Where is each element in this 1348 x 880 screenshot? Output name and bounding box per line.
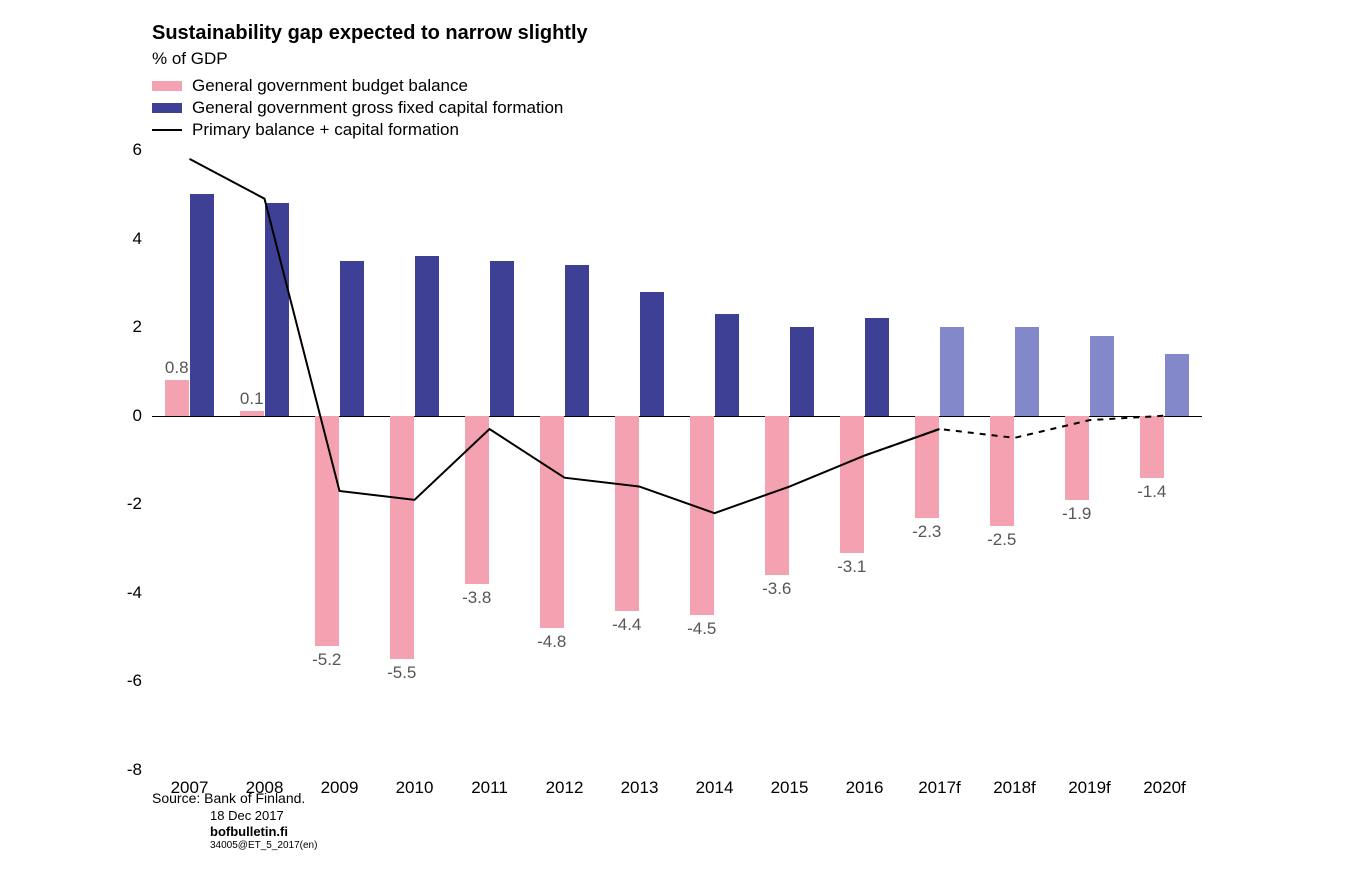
bar-capital_formation xyxy=(415,256,439,415)
x-tick-label: 2016 xyxy=(827,778,902,798)
zero-line xyxy=(152,416,1202,417)
legend-item-primary-balance: Primary balance + capital formation xyxy=(152,120,563,140)
x-tick-label: 2010 xyxy=(377,778,452,798)
bar-capital_formation xyxy=(1090,336,1114,416)
bar-budget_balance xyxy=(690,416,714,615)
bar-value-label: -3.1 xyxy=(822,557,882,577)
bar-capital_formation xyxy=(640,292,664,416)
footer-site: bofbulletin.fi xyxy=(210,824,288,839)
bar-capital_formation xyxy=(1165,354,1189,416)
bar-budget_balance xyxy=(615,416,639,611)
legend-label: General government budget balance xyxy=(192,76,468,96)
x-tick-label: 2012 xyxy=(527,778,602,798)
bar-capital_formation xyxy=(1015,327,1039,416)
bar-budget_balance xyxy=(540,416,564,629)
x-tick-label: 2015 xyxy=(752,778,827,798)
bar-capital_formation xyxy=(790,327,814,416)
x-tick-label: 2009 xyxy=(302,778,377,798)
bar-value-label: -4.8 xyxy=(522,632,582,652)
footer-code: 34005@ET_5_2017(en) xyxy=(210,840,317,851)
x-tick-label: 2011 xyxy=(452,778,527,798)
bar-capital_formation xyxy=(715,314,739,416)
y-tick-label: 6 xyxy=(133,140,142,160)
legend-label: Primary balance + capital formation xyxy=(192,120,459,140)
bar-budget_balance xyxy=(840,416,864,553)
chart-container: Sustainability gap expected to narrow sl… xyxy=(0,0,1348,880)
y-tick-label: -2 xyxy=(127,494,142,514)
plot-area: 0.80.1-5.2-5.5-3.8-4.8-4.4-4.5-3.6-3.1-2… xyxy=(152,150,1202,770)
y-tick-label: -6 xyxy=(127,671,142,691)
bar-value-label: -2.5 xyxy=(972,530,1032,550)
legend-swatch-capital-formation xyxy=(152,103,182,113)
legend: General government budget balance Genera… xyxy=(152,76,563,142)
bar-budget_balance xyxy=(465,416,489,584)
bar-capital_formation xyxy=(865,318,889,415)
bar-value-label: -2.3 xyxy=(897,522,957,542)
x-tick-label: 2018f xyxy=(977,778,1052,798)
bar-value-label: -3.6 xyxy=(747,579,807,599)
bar-value-label: -5.5 xyxy=(372,663,432,683)
bar-budget_balance xyxy=(1140,416,1164,478)
bar-capital_formation xyxy=(190,194,214,415)
x-tick-label: 2008 xyxy=(227,778,302,798)
x-tick-label: 2014 xyxy=(677,778,752,798)
bar-capital_formation xyxy=(940,327,964,416)
bar-capital_formation xyxy=(490,261,514,416)
bar-value-label: -4.4 xyxy=(597,615,657,635)
x-tick-label: 2007 xyxy=(152,778,227,798)
bar-value-label: -4.5 xyxy=(672,619,732,639)
bar-budget_balance xyxy=(765,416,789,575)
line-primary-balance xyxy=(152,150,1202,770)
x-tick-label: 2019f xyxy=(1052,778,1127,798)
bar-capital_formation xyxy=(565,265,589,416)
bar-budget_balance xyxy=(315,416,339,646)
bar-capital_formation xyxy=(340,261,364,416)
footer-date: 18 Dec 2017 xyxy=(210,808,284,823)
bar-value-label: -3.8 xyxy=(447,588,507,608)
bar-budget_balance xyxy=(990,416,1014,527)
y-axis-label: % of GDP xyxy=(152,49,228,69)
legend-swatch-primary-balance xyxy=(152,129,182,131)
legend-item-budget-balance: General government budget balance xyxy=(152,76,563,96)
y-tick-label: -4 xyxy=(127,583,142,603)
legend-item-capital-formation: General government gross fixed capital f… xyxy=(152,98,563,118)
y-tick-label: -8 xyxy=(127,760,142,780)
bar-capital_formation xyxy=(265,203,289,416)
bar-value-label: -1.4 xyxy=(1122,482,1182,502)
bar-budget_balance xyxy=(165,380,189,415)
bar-budget_balance xyxy=(390,416,414,660)
x-tick-label: 2013 xyxy=(602,778,677,798)
bar-value-label: -5.2 xyxy=(297,650,357,670)
bar-value-label: -1.9 xyxy=(1047,504,1107,524)
bar-budget_balance xyxy=(915,416,939,518)
x-tick-label: 2020f xyxy=(1127,778,1202,798)
legend-swatch-budget-balance xyxy=(152,81,182,91)
bar-budget_balance xyxy=(1065,416,1089,500)
y-tick-label: 0 xyxy=(133,406,142,426)
legend-label: General government gross fixed capital f… xyxy=(192,98,563,118)
y-tick-label: 2 xyxy=(133,317,142,337)
x-tick-label: 2017f xyxy=(902,778,977,798)
chart-title: Sustainability gap expected to narrow sl… xyxy=(152,22,588,45)
bar-budget_balance xyxy=(240,411,264,415)
y-tick-label: 4 xyxy=(133,229,142,249)
